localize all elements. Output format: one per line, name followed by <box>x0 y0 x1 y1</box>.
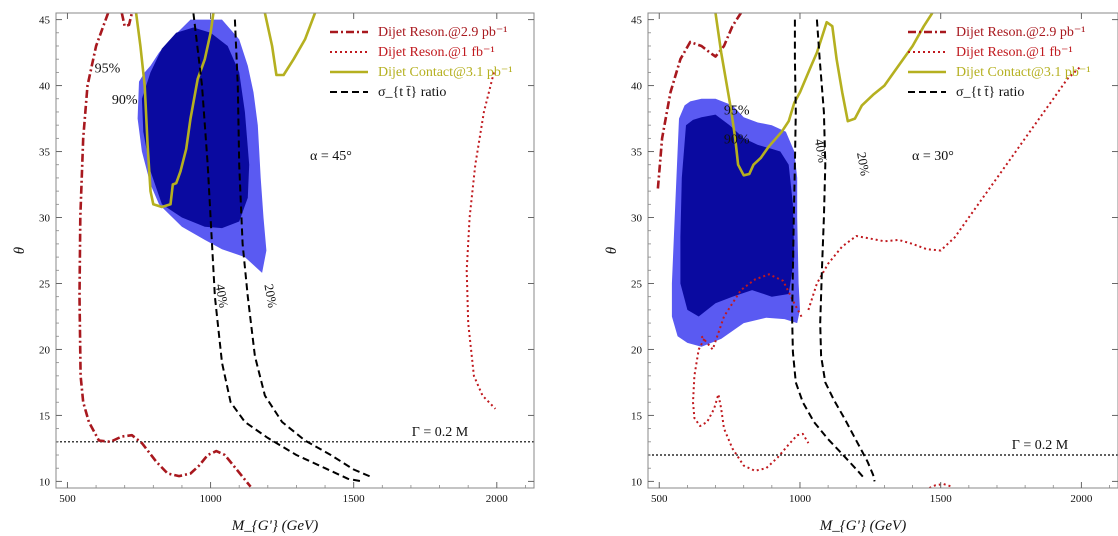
legend-label: σ_{t t̄} ratio <box>378 85 446 100</box>
series-ratio20 <box>815 19 876 482</box>
region-cl90 <box>141 27 250 229</box>
y-tick-label: 10 <box>631 476 643 488</box>
series-contact_right <box>263 13 317 77</box>
region-cl90 <box>680 114 795 317</box>
series-ratio40 <box>791 19 866 480</box>
legend-label: Dijet Reson.@1 fb⁻¹ <box>956 45 1073 60</box>
legend-label: Dijet Reson.@2.9 pb⁻¹ <box>378 25 507 40</box>
series-reson1fb_main <box>807 65 1083 311</box>
series-reson29_top <box>656 13 742 189</box>
y-tick-label: 35 <box>631 147 643 159</box>
legend-label: Dijet Reson.@1 fb⁻¹ <box>378 45 495 60</box>
x-tick-label: 1500 <box>930 493 953 505</box>
series-ratio40 <box>192 13 363 483</box>
region-label-95: 95% <box>95 61 121 76</box>
alpha-annotation: α = 45° <box>310 149 352 164</box>
series-reson29_left <box>78 13 252 488</box>
plot-panel-2: 500 1000 1500 2000 10 15 20 25 30 35 40 45 M_{G'} (G… <box>604 12 1118 534</box>
y-tick-label: 20 <box>631 344 643 356</box>
series-reson1fb_bottom <box>928 483 953 488</box>
gamma-label: Γ = 0.2 M <box>1012 438 1069 453</box>
ratio-contour-label: 40% <box>812 138 831 164</box>
x-tick-label: 1000 <box>200 493 223 505</box>
y-tick-label: 30 <box>39 213 51 225</box>
legend-label: Dijet Reson.@2.9 pb⁻¹ <box>956 25 1085 40</box>
y-axis-label: θ <box>604 246 620 254</box>
y-tick-label: 15 <box>39 410 51 422</box>
x-tick-label: 2000 <box>1070 493 1093 505</box>
x-axis-label: M_{G'} (GeV) <box>231 518 318 534</box>
y-tick-label: 20 <box>39 344 51 356</box>
y-tick-label: 15 <box>631 410 643 422</box>
legend-label: σ_{t t̄} ratio <box>956 85 1024 100</box>
x-tick-label: 500 <box>651 493 668 505</box>
y-tick-label: 25 <box>39 278 51 290</box>
series-contact_main <box>714 13 934 177</box>
x-tick-label: 1000 <box>789 493 812 505</box>
x-tick-label: 500 <box>59 493 76 505</box>
x-tick-label: 2000 <box>486 493 509 505</box>
gamma-label: Γ = 0.2 M <box>412 425 469 440</box>
y-tick-label: 10 <box>39 476 51 488</box>
series-ratio20 <box>233 19 373 479</box>
plot-frame <box>647 12 1118 489</box>
series-reson1fb_lower <box>692 338 810 472</box>
region-label-95: 95% <box>724 104 750 119</box>
series-reson29_top <box>120 13 134 28</box>
y-tick-label: 35 <box>39 147 51 159</box>
x-tick-label: 1500 <box>343 493 366 505</box>
ratio-contour-label: 40% <box>213 283 232 309</box>
region-label-90: 90% <box>724 133 750 148</box>
plot-panel-1: 500 1000 1500 2000 10 15 20 25 30 35 40 45 M_{G'} (G… <box>12 12 535 534</box>
legend-label: Dijet Contact@3.1 pb⁻¹ <box>378 65 513 80</box>
x-axis-label: M_{G'} (GeV) <box>819 518 906 534</box>
y-tick-label: 25 <box>631 278 643 290</box>
plot-area <box>648 13 1118 488</box>
y-tick-label: 45 <box>39 15 51 27</box>
legend-label: Dijet Contact@3.1 pb⁻¹ <box>956 65 1091 80</box>
y-tick-label: 40 <box>631 81 643 93</box>
ratio-contour-label: 20% <box>854 151 873 177</box>
plot-frame <box>55 12 535 489</box>
ratio-contour-label: 20% <box>261 283 280 309</box>
series-reson1fb_right <box>465 72 497 410</box>
plot-area <box>56 13 534 488</box>
y-tick-label: 30 <box>631 213 643 225</box>
region-label-90: 90% <box>112 93 138 108</box>
y-tick-label: 45 <box>631 15 643 27</box>
series-reson1fb_inner <box>700 273 804 351</box>
alpha-annotation: α = 30° <box>912 149 954 164</box>
y-tick-label: 40 <box>39 81 51 93</box>
y-axis-label: θ <box>12 246 28 254</box>
